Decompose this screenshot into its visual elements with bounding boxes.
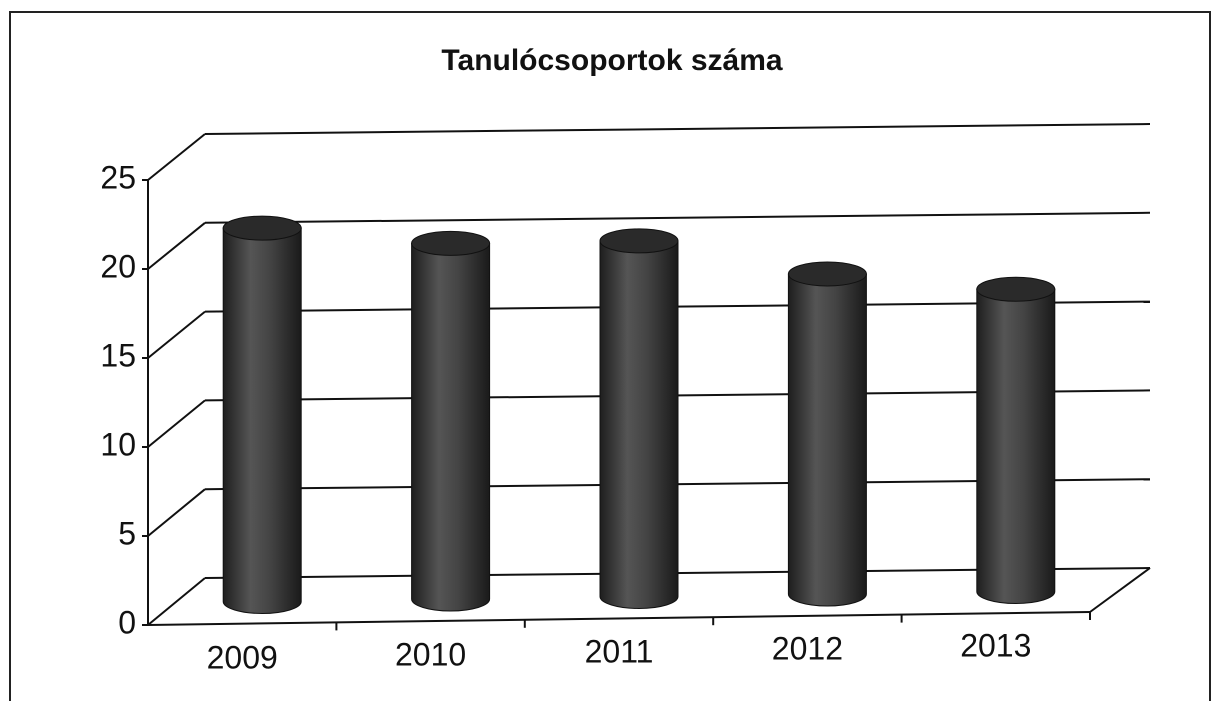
grid-line <box>147 488 206 537</box>
x-tick-label: 2009 <box>207 639 278 675</box>
x-tick-label: 2010 <box>395 636 466 672</box>
grid-line <box>147 310 206 359</box>
grid-line <box>147 133 206 181</box>
floor-right <box>1089 567 1151 613</box>
x-tick-label: 2011 <box>585 633 654 669</box>
bar <box>222 227 302 614</box>
x-tick-label: 2013 <box>960 627 1031 663</box>
grid-line <box>204 211 1151 224</box>
x-tick-label: 2012 <box>772 630 843 666</box>
grid-line <box>147 577 206 626</box>
bar <box>411 242 491 612</box>
y-tick-label: 25 <box>100 159 136 195</box>
y-tick-label: 15 <box>100 337 136 373</box>
bar <box>976 288 1056 604</box>
frame <box>9 11 1211 701</box>
grid-line <box>147 399 206 448</box>
y-tick-label: 0 <box>118 604 136 640</box>
bar-top <box>599 228 679 254</box>
bar-top <box>222 215 302 241</box>
bar-top <box>787 261 867 287</box>
bar <box>599 240 679 609</box>
y-tick-label: 10 <box>100 426 136 462</box>
bar-top <box>976 276 1056 302</box>
chart-title: Tanulócsoportok száma <box>441 44 782 77</box>
bar-top <box>411 230 491 256</box>
y-tick-label: 5 <box>118 515 136 551</box>
grid-line <box>204 123 1151 135</box>
y-tick-label: 20 <box>100 248 136 284</box>
bar <box>787 273 867 607</box>
floor-front <box>147 611 1091 626</box>
grid-line <box>147 222 206 270</box>
